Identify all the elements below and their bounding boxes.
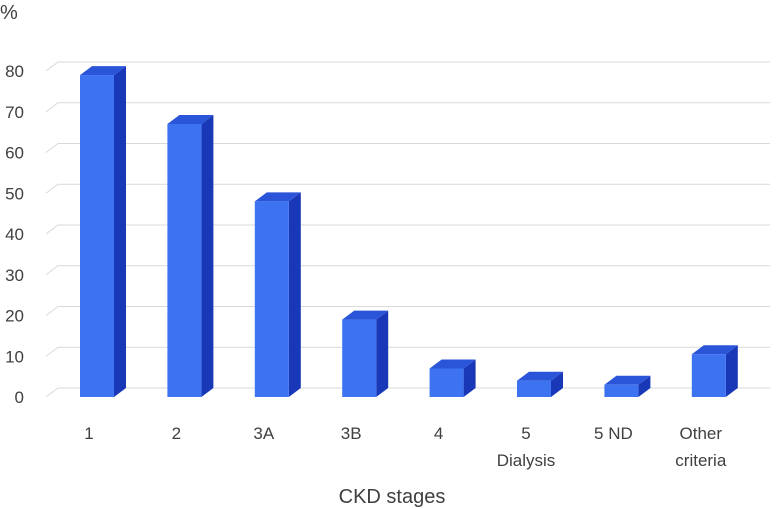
y-tick-label: 60: [5, 144, 24, 163]
bar: [254, 192, 301, 397]
bar-front: [167, 123, 202, 397]
x-tick-label: 4: [434, 424, 443, 443]
bar-side: [201, 114, 214, 397]
bar-top: [604, 375, 651, 385]
bar-side: [114, 66, 126, 397]
bar: [167, 114, 214, 397]
bar: [691, 345, 738, 397]
bar-front: [691, 354, 726, 397]
x-tick-label: 3A: [253, 424, 274, 443]
y-tick-label: 20: [5, 307, 24, 326]
bar-top: [342, 310, 389, 320]
grid-line-depth: [45, 346, 59, 357]
bar: [342, 310, 389, 397]
y-tick-label: 40: [5, 225, 24, 244]
y-tick-label: 70: [5, 103, 24, 122]
x-tick-label: 5 Dialysis: [497, 424, 556, 470]
bar-front: [254, 201, 289, 397]
x-tick-label: 5 ND: [594, 424, 633, 443]
x-tick-labels: 1 2 3A 3B 4 5 Dialysis 5 ND Other criteria: [84, 424, 727, 470]
bar-top: [80, 66, 126, 76]
y-axis-label: %: [0, 2, 18, 24]
bars: [80, 66, 738, 397]
bar-side: [376, 310, 389, 397]
grid-line-depth: [45, 143, 59, 153]
bar-front: [517, 380, 551, 397]
grid-line-depth: [45, 265, 59, 276]
bar-side: [288, 192, 301, 397]
y-tick-label: 0: [15, 388, 24, 407]
bar: [80, 66, 126, 397]
bar: [429, 359, 476, 397]
bar-top: [254, 192, 301, 202]
bar-top: [691, 345, 738, 355]
bar: [604, 375, 651, 397]
x-axis-label: CKD stages: [339, 486, 446, 508]
grid-line-depth: [45, 183, 59, 194]
bar-side: [463, 359, 476, 397]
bar-front: [342, 319, 377, 397]
y-tick-label: 50: [5, 184, 24, 203]
bar-top: [517, 371, 563, 381]
bar-front: [80, 75, 114, 397]
grid-line-depth: [45, 102, 59, 113]
y-tick-label: 80: [5, 62, 24, 81]
grid-line-depth: [45, 387, 59, 398]
bar-side: [551, 371, 563, 397]
x-tick-label: 2: [172, 424, 181, 443]
x-tick-label: 1: [84, 424, 93, 443]
x-tick-label: 3B: [341, 424, 362, 443]
grid-line-depth: [45, 306, 59, 316]
y-tick-label: 30: [5, 266, 24, 285]
bar-side: [725, 345, 738, 397]
y-tick-labels: 0 10 20 30 40 50 60 70 80: [5, 62, 24, 407]
bar: [517, 371, 563, 397]
grid-lines: [45, 61, 770, 398]
bar-front: [604, 384, 639, 397]
grid-line-depth: [45, 224, 59, 235]
bar-top: [167, 114, 214, 124]
x-tick-label: Other criteria: [675, 424, 727, 470]
bar-top: [429, 359, 476, 369]
bar-front: [429, 368, 464, 397]
y-tick-label: 10: [5, 347, 24, 366]
grid-line-depth: [45, 61, 59, 72]
bar-side: [638, 375, 651, 397]
